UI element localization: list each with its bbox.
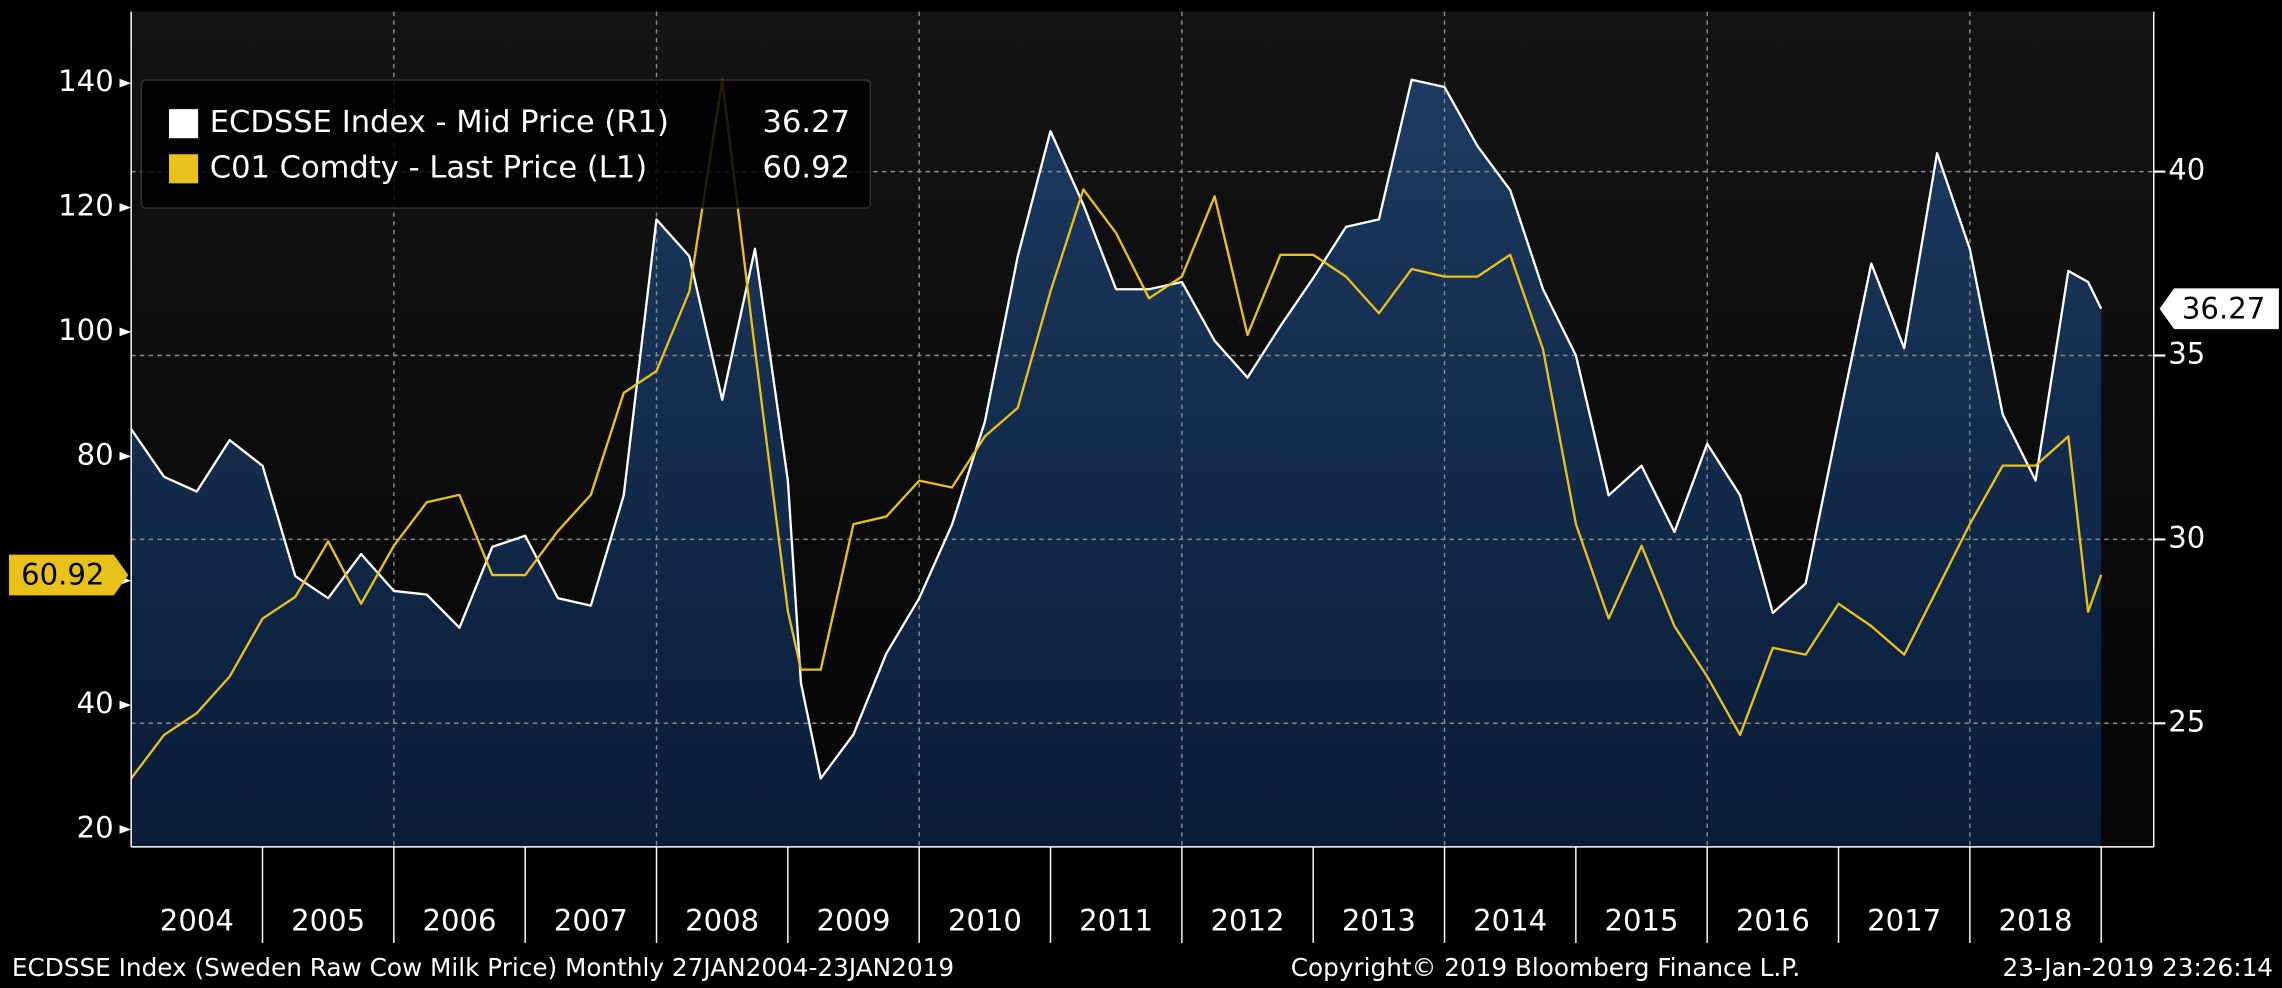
y-tick-mark — [119, 700, 132, 710]
y-tick-label: 140 — [58, 64, 114, 98]
x-tick-label: 2017 — [1867, 904, 1941, 938]
y-tick-mark — [119, 451, 132, 461]
y-tick-mark — [119, 825, 132, 834]
y-tick-label: 80 — [77, 437, 114, 471]
legend-value: 36.27 — [763, 105, 850, 140]
x-tick-label: 2008 — [685, 904, 759, 938]
y-tick-label: 40 — [77, 686, 114, 720]
legend: ECDSSE Index - Mid Price (R1) 36.27 C01 Co… — [140, 79, 872, 209]
series-line — [130, 78, 2103, 780]
last-value-callout — [8, 554, 129, 596]
y2-tick-label: 25 — [2168, 704, 2205, 738]
x-tick-label: 2009 — [816, 904, 890, 938]
x-tick-label: 2014 — [1473, 904, 1547, 938]
last-value-label: 60.92 — [21, 557, 104, 591]
y-tick-label: 100 — [58, 313, 114, 347]
last-value-callout — [2159, 288, 2279, 330]
legend-box — [140, 79, 872, 209]
x-tick-label: 2004 — [160, 904, 234, 938]
x-tick-label: 2018 — [1999, 904, 2073, 938]
x-tick-label: 2012 — [1210, 904, 1284, 938]
x-tick-label: 2005 — [291, 904, 365, 938]
footer-right: 23-Jan-2019 23:26:14 — [2002, 953, 2273, 982]
y2-tick-label: 40 — [2168, 153, 2205, 187]
legend-label: C01 Comdty - Last Price (L1) — [210, 150, 647, 185]
x-tick-label: 2006 — [422, 904, 496, 938]
x-tick-label: 2016 — [1736, 904, 1810, 938]
legend-swatch — [169, 109, 199, 139]
legend-swatch — [169, 154, 199, 184]
y-tick-label: 120 — [58, 189, 114, 223]
y-tick-mark — [119, 203, 132, 212]
y-tick-mark — [119, 327, 132, 337]
legend-label: ECDSSE Index - Mid Price (R1) — [210, 105, 669, 140]
y-tick-label: 20 — [77, 810, 114, 844]
y2-tick-label: 30 — [2168, 520, 2205, 554]
footer-left: ECDSSE Index (Sweden Raw Cow Milk Price)… — [12, 953, 954, 982]
series-area — [131, 79, 2102, 847]
legend-value: 60.92 — [763, 150, 850, 185]
x-tick-label: 2015 — [1605, 904, 1679, 938]
x-tick-label: 2013 — [1342, 904, 1416, 938]
x-tick-label: 2007 — [554, 904, 628, 938]
last-value-label: 36.27 — [2182, 291, 2265, 325]
y-tick-mark — [119, 78, 132, 88]
series-line — [130, 78, 2103, 780]
y2-tick-label: 35 — [2168, 337, 2205, 371]
x-tick-label: 2010 — [948, 904, 1022, 938]
footer-center: Copyright© 2019 Bloomberg Finance L.P. — [1291, 953, 1800, 982]
x-tick-label: 2011 — [1079, 904, 1153, 938]
